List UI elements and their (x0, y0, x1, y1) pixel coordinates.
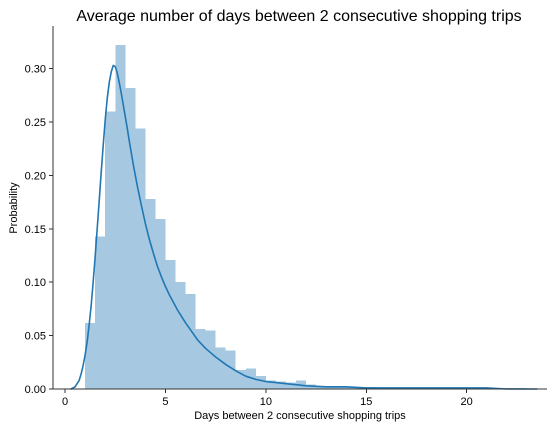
histogram-bar (155, 219, 166, 389)
y-tick-label: 0.00 (25, 384, 46, 396)
x-tick-label: 10 (260, 396, 272, 408)
histogram-bar (195, 329, 206, 389)
histogram-bar (235, 369, 246, 389)
histogram-bar (115, 45, 126, 389)
x-axis-label: Days between 2 consecutive shopping trip… (194, 410, 406, 422)
histogram-bar (205, 330, 216, 389)
y-axis-ticks: 0.00 0.05 0.10 0.15 0.20 0.25 0.30 (25, 64, 53, 396)
y-tick-label: 0.30 (25, 64, 46, 76)
histogram-bar (165, 259, 176, 389)
kde-curve (70, 64, 538, 390)
histogram-bar (175, 282, 186, 389)
y-tick-label: 0.25 (25, 117, 46, 129)
histogram-bar (275, 381, 286, 389)
histogram-bar (346, 386, 357, 389)
x-axis-ticks: 0 5 10 15 20 (62, 389, 473, 408)
histogram-bar (145, 198, 156, 389)
histogram-bar (245, 368, 256, 389)
y-tick-label: 0.05 (25, 331, 46, 343)
histogram-bar (135, 128, 146, 390)
chart-title: Average number of days between 2 consecu… (76, 8, 521, 25)
histogram-bar (215, 347, 226, 389)
y-axis-label: Probability (8, 182, 20, 234)
histogram-bar (336, 386, 347, 389)
histogram-bars (85, 45, 527, 390)
histogram-bar (225, 350, 236, 389)
histogram-bar (105, 111, 116, 389)
x-tick-label: 20 (461, 396, 473, 408)
histogram-bar (85, 322, 96, 389)
y-tick-label: 0.20 (25, 170, 46, 182)
histogram-bar (125, 87, 136, 390)
x-tick-label: 0 (62, 396, 68, 408)
x-tick-label: 5 (162, 396, 168, 408)
y-tick-label: 0.15 (25, 224, 46, 236)
histogram-bar (265, 380, 276, 389)
histogram-bar (316, 385, 327, 389)
histogram-bar (255, 376, 266, 389)
x-tick-label: 15 (360, 396, 372, 408)
histogram-bar (185, 293, 196, 389)
histogram-bar (95, 236, 106, 389)
y-tick-label: 0.10 (25, 277, 46, 289)
histogram-bar (285, 382, 296, 389)
